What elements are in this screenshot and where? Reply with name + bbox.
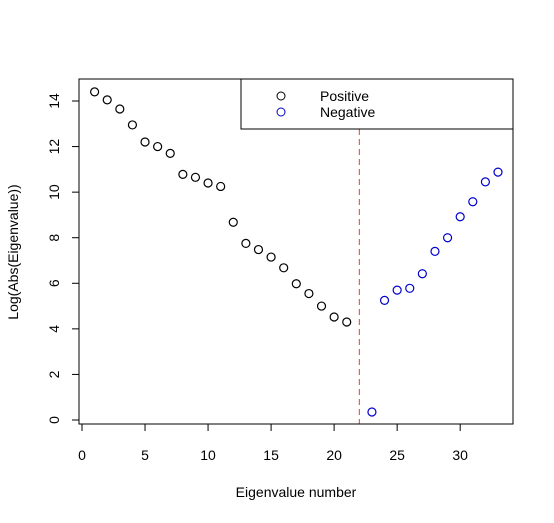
data-point-negative [455,212,465,222]
data-point-positive [304,288,314,299]
data-points [90,87,503,417]
legend-box [240,78,514,130]
legend-label-negative: Negative [320,104,375,120]
legend: Positive Negative [240,78,514,130]
y-tick-label: 2 [46,370,62,378]
x-tick-label: 15 [263,447,279,463]
data-point-positive [165,148,175,159]
y-axis-title: Log(Abs(Eigenvalue)) [5,184,21,319]
data-point-positive [253,244,264,255]
data-point-positive [90,87,100,97]
x-tick-label: 10 [200,447,216,463]
y-tick-label: 6 [46,279,62,287]
data-point-positive [216,181,226,192]
data-point-negative [430,246,440,256]
data-point-negative [379,295,390,305]
x-tick-label: 0 [78,447,86,463]
y-tick-label: 14 [46,93,62,109]
data-point-positive [228,217,238,227]
x-axis: 0 5 10 15 20 25 30 [78,423,468,463]
legend-marker-negative [276,107,286,117]
data-point-positive [190,172,201,182]
data-point-negative [417,269,427,279]
x-tick-label: 30 [452,447,468,463]
data-point-positive [203,178,213,188]
x-tick-label: 25 [389,447,405,463]
data-point-negative [367,407,377,417]
data-point-negative [480,177,490,187]
data-point-positive [342,317,352,327]
y-tick-label: 4 [46,325,62,333]
legend-label-positive: Positive [320,88,369,104]
data-point-negative [468,197,478,207]
x-axis-title: Eigenvalue number [236,484,357,500]
x-tick-label: 20 [326,447,342,463]
legend-marker-positive [276,91,286,101]
data-point-positive [102,95,112,105]
data-point-negative [493,167,503,177]
x-tick-label: 5 [141,447,149,463]
y-tick-label: 12 [46,139,62,155]
data-point-negative [392,285,402,295]
data-point-positive [279,263,289,273]
data-point-positive [291,279,301,289]
data-point-positive [329,312,339,322]
y-tick-label: 0 [46,416,62,424]
y-axis: 0 2 4 6 8 10 12 14 [46,93,80,424]
data-point-positive [241,238,251,249]
data-point-positive [127,120,138,130]
data-point-positive [316,301,327,311]
data-point-positive [153,141,163,152]
data-point-positive [178,169,188,179]
y-tick-label: 8 [46,234,62,242]
data-point-positive [140,137,150,147]
plot-box [78,78,514,425]
data-point-negative [442,233,453,243]
data-point-negative [405,283,415,293]
data-point-positive [115,104,125,114]
y-tick-label: 10 [46,184,62,200]
data-point-positive [266,252,276,262]
